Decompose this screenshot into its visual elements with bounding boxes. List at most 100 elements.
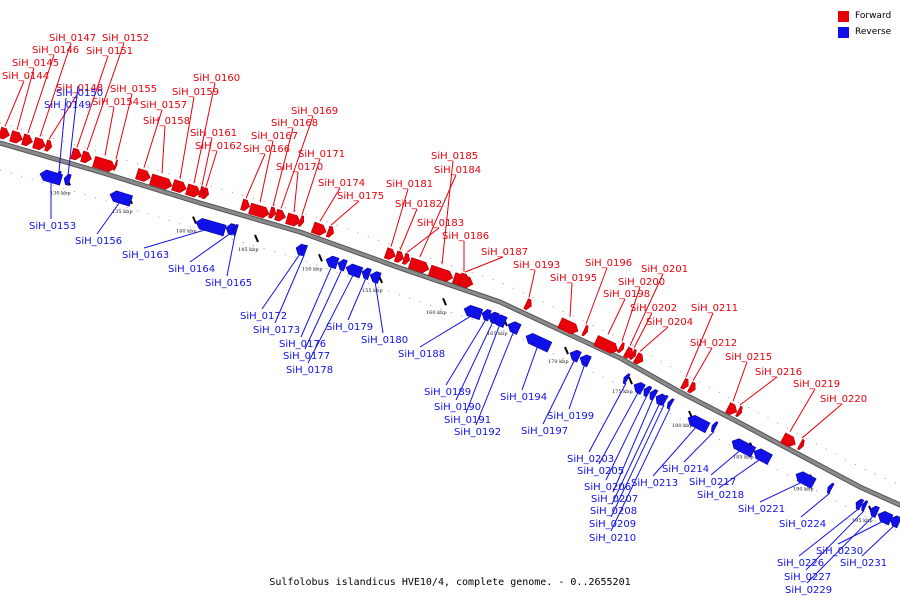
tick-mark: [564, 346, 569, 355]
figure-caption: Sulfolobus islandicus HVE10/4, complete …: [269, 577, 631, 588]
gene-sih-0170: [285, 212, 301, 227]
gene-sih-0165-shape: [232, 224, 239, 236]
leader-line: [161, 125, 166, 174]
gene-label: SiH_0191: [444, 415, 491, 426]
gene-label: SiH_0188: [398, 349, 445, 360]
leader-line: [465, 323, 501, 414]
gene-sih-0204-shape: [632, 352, 644, 365]
gene-sih-0175: [325, 225, 334, 238]
gene-sih-0188: [463, 304, 484, 321]
gene-label: SiH_0174: [318, 178, 365, 189]
leader-line: [86, 42, 125, 151]
gene-label: SiH_0192: [454, 427, 501, 438]
gene-sih-0214-shape: [710, 421, 719, 433]
leader-line: [205, 150, 218, 187]
gene-sih-0162-shape: [201, 187, 210, 200]
gene-sih-0219: [780, 432, 796, 448]
gene-label: SiH_0181: [386, 179, 433, 190]
leader-line: [419, 314, 474, 348]
leader-line: [39, 42, 72, 137]
gene-sih-0172: [295, 243, 306, 257]
gene-sih-0200: [616, 342, 625, 354]
gene-sih-0193-shape: [523, 298, 532, 311]
gene-label: SiH_0152: [102, 33, 149, 44]
leader-line: [475, 330, 515, 426]
leader-line: [800, 492, 831, 518]
gene-sih-0193: [523, 298, 532, 311]
leader-line: [300, 265, 333, 338]
gene-sih-0198: [593, 335, 619, 354]
leader-line: [304, 268, 343, 350]
gene-label: SiH_0204: [646, 317, 693, 328]
gene-label: SiH_0156: [75, 236, 122, 247]
gene-label: SiH_0175: [337, 191, 384, 202]
leader-line: [692, 347, 713, 381]
gene-sih-0215-shape: [725, 402, 738, 415]
gene-sih-0181-shape: [383, 247, 396, 260]
leader-line: [801, 403, 843, 439]
gene-label: SiH_0162: [195, 141, 242, 152]
gene-label: SiH_0206: [584, 482, 631, 493]
gene-sih-0166: [240, 198, 250, 212]
gene-sih-0178: [345, 263, 364, 279]
tick-mark: [628, 376, 633, 385]
leader-line: [319, 187, 341, 222]
gene-label: SiH_0213: [631, 478, 678, 489]
gene-label: SiH_0165: [205, 278, 252, 289]
gene-sih-0152-shape: [80, 150, 92, 164]
leader-line: [598, 390, 640, 465]
gene-sih-0151: [70, 147, 82, 161]
gene-sih-0165: [232, 224, 239, 236]
forward-guide-line: [0, 122, 900, 486]
leader-line: [798, 508, 860, 557]
gene-sih-0160: [185, 183, 201, 198]
leader-line: [293, 171, 299, 213]
gene-sih-0182: [393, 250, 404, 263]
gene-sih-0191-shape: [493, 314, 508, 328]
gene-label: SiH_0182: [395, 199, 442, 210]
gene-label: SiH_0185: [431, 151, 478, 162]
gene-sih-0206: [643, 385, 653, 398]
leader-line: [272, 127, 294, 207]
leader-line: [274, 255, 305, 324]
gene-sih-0231-shape: [889, 515, 900, 529]
gene-label: SiH_0230: [816, 546, 863, 557]
genome-axis: [0, 141, 900, 507]
gene-sih-0187: [457, 272, 470, 286]
tick-mark: [254, 234, 259, 243]
gene-sih-0166-shape: [240, 198, 250, 212]
leader-line: [528, 269, 536, 298]
gene-sih-0188-shape: [463, 304, 484, 321]
gene-sih-0187-shape: [457, 272, 470, 286]
gene-sih-0176-shape: [325, 255, 340, 270]
gene-sih-0210: [666, 398, 675, 410]
leader-line: [805, 510, 865, 571]
gene-sih-0213: [687, 414, 711, 434]
leader-line: [330, 200, 360, 226]
gene-label: SiH_0203: [567, 454, 614, 465]
gene-label: SiH_0231: [840, 558, 887, 569]
gene-sih-0217: [731, 438, 757, 458]
gene-sih-0171: [297, 215, 305, 227]
gene-sih-0154-shape: [92, 155, 116, 173]
gene-sih-0200-shape: [616, 342, 625, 354]
gene-sih-0203: [622, 373, 631, 385]
tick-label: 140 kbp: [176, 229, 197, 235]
gene-sih-0183: [401, 252, 410, 265]
leader-line: [621, 286, 641, 342]
leader-line: [307, 273, 355, 364]
gene-sih-0151-shape: [70, 147, 82, 161]
gene-sih-0169: [274, 208, 286, 222]
leader-line: [48, 92, 79, 140]
gene-sih-0201: [622, 346, 634, 359]
leader-line: [861, 524, 896, 557]
gene-label: SiH_0180: [361, 335, 408, 346]
gene-sih-0156-shape: [109, 190, 133, 207]
gene-sih-0174: [310, 221, 327, 236]
tick-label: 160 kbp: [426, 310, 447, 316]
leader-line: [27, 54, 55, 134]
gene-label: SiH_0178: [286, 365, 333, 376]
gene-label: SiH_0173: [253, 325, 300, 336]
gene-label: SiH_0211: [691, 303, 738, 314]
gene-sih-0145-shape: [9, 130, 23, 144]
